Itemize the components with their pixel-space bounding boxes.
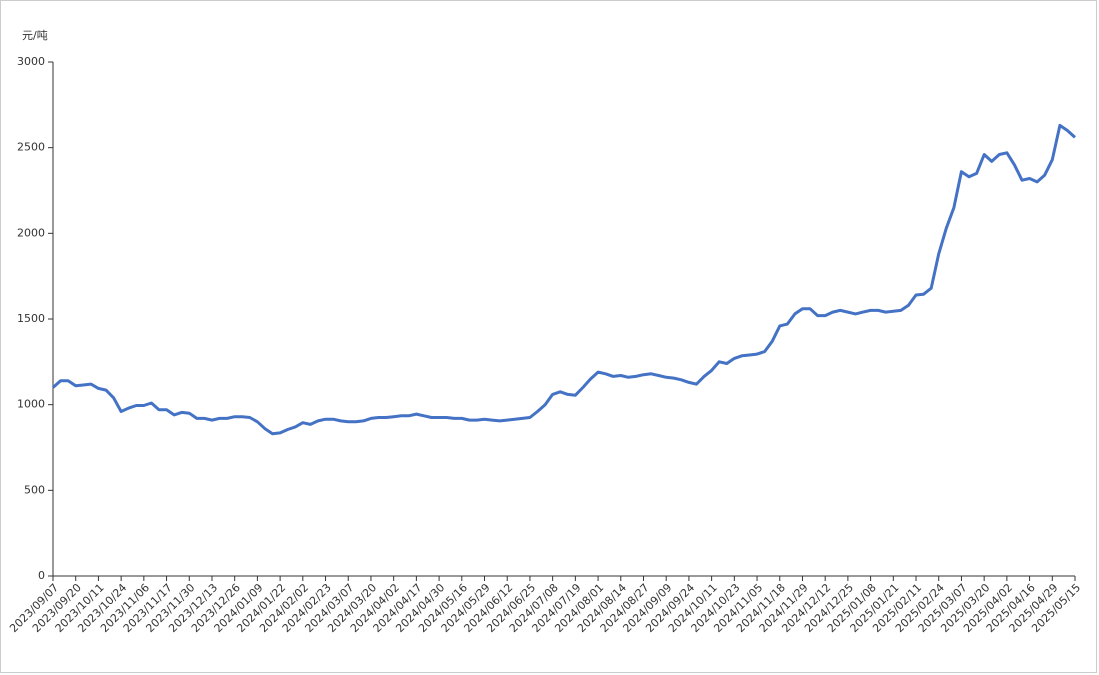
y-tick-label: 2000: [17, 226, 45, 239]
y-tick-label: 2500: [17, 141, 45, 154]
y-tick-label: 3000: [17, 55, 45, 68]
y-tick-label: 500: [24, 483, 45, 496]
y-tick-label: 0: [38, 569, 45, 582]
y-tick-label: 1000: [17, 398, 45, 411]
y-axis-unit: 元/吨: [22, 29, 48, 42]
y-tick-label: 1500: [17, 312, 45, 325]
line-series: [51, 123, 1077, 436]
